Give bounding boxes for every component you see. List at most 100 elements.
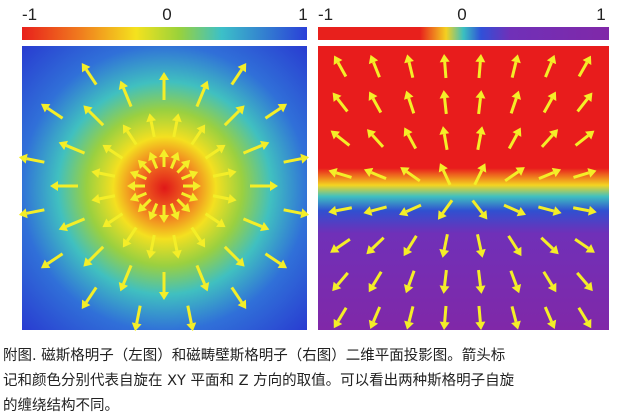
arrow-head	[146, 113, 157, 123]
arrow-head	[475, 126, 486, 135]
arrow-shaft	[212, 194, 230, 201]
arrow-shaft	[136, 173, 148, 181]
colorbar-tick: 0	[457, 5, 466, 24]
arrow-shaft	[122, 264, 133, 285]
arrow-shaft	[477, 305, 482, 323]
arrow-shaft	[87, 109, 105, 127]
arrow-shaft	[283, 157, 302, 164]
arrow-head	[366, 245, 376, 255]
arrow-shaft	[242, 144, 263, 155]
arrow-shaft	[507, 133, 519, 150]
colorbar	[318, 27, 609, 40]
arrow-head	[368, 91, 378, 101]
arrow-head	[475, 54, 486, 63]
arrow-head	[170, 151, 180, 162]
arrow-head	[547, 91, 557, 101]
arrow-shaft	[149, 120, 156, 138]
arrow-head	[583, 92, 593, 102]
arrow-head	[328, 168, 338, 178]
arrow-head	[399, 207, 409, 217]
arrow-head	[277, 259, 288, 269]
arrow-shaft	[510, 306, 518, 323]
arrow-head	[368, 319, 379, 330]
arrow-shaft	[87, 245, 105, 263]
arrow-head	[587, 168, 597, 178]
arrow-head	[515, 167, 525, 176]
arrow-shaft	[108, 212, 124, 224]
arrow-head	[475, 321, 486, 330]
arrow-shaft	[242, 217, 263, 228]
arrow-shaft	[371, 134, 385, 148]
colorbar-tick: -1	[22, 5, 37, 24]
arrow-shaft	[509, 97, 518, 114]
arrow-head	[475, 248, 486, 258]
arrow-shaft	[510, 61, 518, 79]
arrow-head	[368, 54, 379, 65]
arrow-shaft	[136, 191, 148, 199]
arrow-head	[235, 105, 245, 115]
arrow-head	[58, 140, 68, 151]
arrow-shaft	[169, 158, 177, 170]
arrow-shaft	[577, 306, 589, 323]
arrow-head	[511, 320, 521, 330]
arrow-shaft	[223, 245, 241, 263]
arrow-head	[83, 105, 93, 115]
arrow-shaft	[443, 269, 448, 287]
arrow-head	[400, 167, 410, 176]
arrow-shaft	[335, 171, 352, 179]
arrow-head	[439, 54, 450, 63]
arrow-shaft	[176, 164, 186, 174]
arrow-shaft	[204, 148, 220, 160]
arrow-shaft	[169, 202, 177, 214]
arrow-head	[363, 167, 374, 178]
arrow-shaft	[26, 157, 45, 164]
arrow-head	[548, 129, 559, 139]
arrow-shaft	[283, 208, 302, 215]
arrow-shaft	[151, 158, 159, 170]
colorbar-tick: 1	[298, 5, 307, 24]
arrow-head	[102, 218, 112, 228]
arrow-shaft	[407, 306, 415, 323]
arrow-shaft	[405, 203, 422, 214]
arrow-shaft	[442, 133, 449, 151]
arrow-shaft	[540, 134, 554, 148]
arrow-head	[83, 257, 93, 267]
arrow-shaft	[476, 133, 483, 151]
arrow-head	[439, 248, 450, 258]
arrow-shaft	[371, 236, 385, 250]
arrow-head	[552, 206, 562, 216]
arrow-head	[199, 282, 210, 292]
arrow-shaft	[507, 235, 519, 251]
arrow-head	[439, 321, 450, 330]
arrow-shaft	[26, 208, 45, 215]
arrow-head	[403, 246, 413, 257]
arrow-shaft	[509, 270, 518, 287]
arrow-head	[159, 292, 169, 300]
arrow-shaft	[574, 238, 590, 250]
arrow-head	[159, 215, 169, 223]
arrow-shaft	[190, 226, 202, 242]
arrow-head	[477, 163, 487, 173]
colorbar-tick: -1	[318, 5, 333, 24]
arrow-head	[122, 238, 132, 248]
arrow-head	[328, 205, 338, 216]
colorbar-tick: 1	[596, 5, 605, 24]
arrow-head	[180, 202, 191, 213]
arrow-shaft	[477, 269, 482, 287]
arrow-shaft	[230, 286, 244, 304]
arrow-head	[148, 151, 158, 162]
arrow-head	[582, 318, 592, 329]
arrow-head	[170, 210, 180, 221]
arrow-shaft	[126, 226, 138, 242]
arrow-shaft	[108, 148, 124, 160]
caption-line: 附图. 磁斯格明子（左图）和磁畴壁斯格明子（右图）二维平面投影图。箭头标	[3, 346, 505, 364]
heatmap	[318, 46, 609, 330]
caption-line: 记和颜色分别代表自旋在 XY 平面和 Z 方向的取值。可以看出两种斯格明子自旋	[3, 372, 515, 389]
arrow-shaft	[503, 203, 520, 213]
arrow-shaft	[176, 198, 186, 208]
arrow-head	[81, 62, 91, 73]
arrow-head	[511, 284, 522, 294]
arrow-head	[127, 181, 135, 191]
arrow-head	[403, 90, 414, 100]
